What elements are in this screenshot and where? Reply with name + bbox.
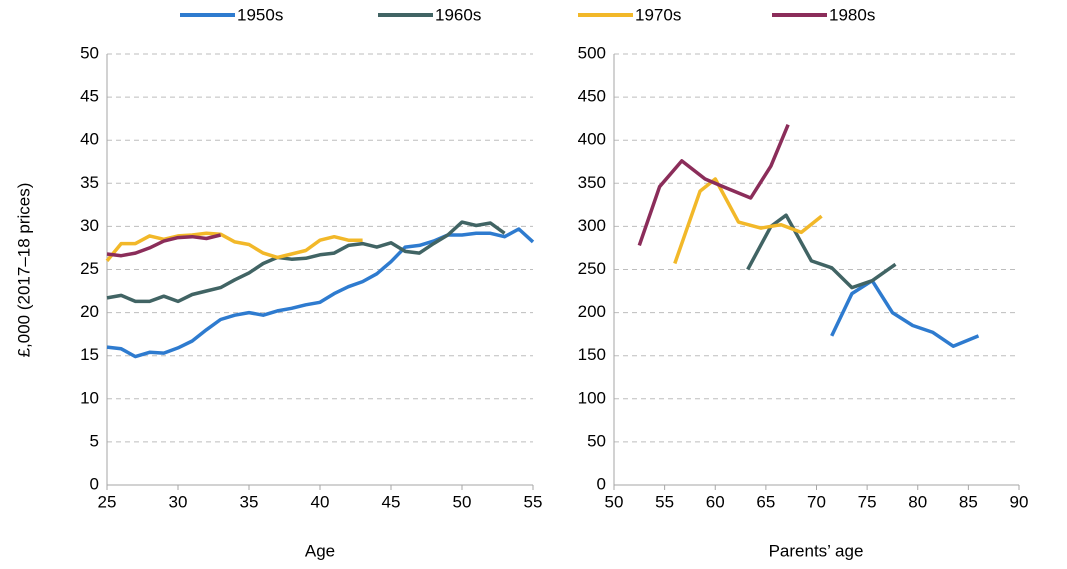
y-tick-label: 10: [80, 388, 99, 407]
y-tick-label: 200: [578, 302, 606, 321]
y-tick-label: 5: [90, 431, 99, 450]
y-tick-label: 400: [578, 130, 606, 149]
series-line: [637, 124, 790, 246]
x-tick-label: 45: [382, 492, 401, 511]
y-tick-label: 500: [578, 43, 606, 62]
y-tick-label: 15: [80, 345, 99, 364]
y-tick-label: 35: [80, 173, 99, 192]
x-tick-label: 85: [959, 492, 978, 511]
x-tick-label: 40: [311, 492, 330, 511]
x-tick-label: 25: [98, 492, 117, 511]
x-axis-label: Age: [305, 541, 335, 560]
series-line: [673, 177, 823, 265]
legend-label: 1950s: [237, 5, 283, 24]
legend-label: 1970s: [635, 5, 681, 24]
y-axis-label: £,000 (2017–18 prices): [14, 183, 33, 358]
y-tick-label: 50: [80, 43, 99, 62]
x-tick-label: 55: [524, 492, 543, 511]
y-tick-label: 0: [90, 474, 99, 493]
x-tick-label: 65: [756, 492, 775, 511]
series-line: [106, 227, 535, 359]
y-tick-label: 30: [80, 216, 99, 235]
y-tick-label: 300: [578, 216, 606, 235]
x-tick-label: 80: [908, 492, 927, 511]
y-tick-label: 350: [578, 173, 606, 192]
x-tick-label: 90: [1010, 492, 1029, 511]
series-line: [106, 220, 506, 304]
x-axis-label: Parents’ age: [769, 541, 864, 560]
series-line: [106, 233, 222, 258]
y-tick-label: 100: [578, 388, 606, 407]
y-tick-label: 20: [80, 302, 99, 321]
y-tick-label: 45: [80, 87, 99, 106]
x-tick-label: 75: [858, 492, 877, 511]
y-tick-label: 50: [587, 431, 606, 450]
y-tick-label: 450: [578, 87, 606, 106]
y-tick-label: 0: [597, 474, 606, 493]
x-tick-label: 35: [240, 492, 259, 511]
legend-label: 1960s: [435, 5, 481, 24]
x-tick-label: 70: [807, 492, 826, 511]
y-tick-label: 25: [80, 259, 99, 278]
x-tick-label: 50: [453, 492, 472, 511]
series-line: [105, 231, 363, 263]
series-line: [830, 278, 980, 348]
x-tick-label: 60: [706, 492, 725, 511]
x-tick-label: 55: [655, 492, 674, 511]
y-tick-label: 40: [80, 130, 99, 149]
y-tick-label: 250: [578, 259, 606, 278]
legend-label: 1980s: [829, 5, 875, 24]
x-tick-label: 50: [605, 492, 624, 511]
y-tick-label: 150: [578, 345, 606, 364]
x-tick-label: 30: [169, 492, 188, 511]
